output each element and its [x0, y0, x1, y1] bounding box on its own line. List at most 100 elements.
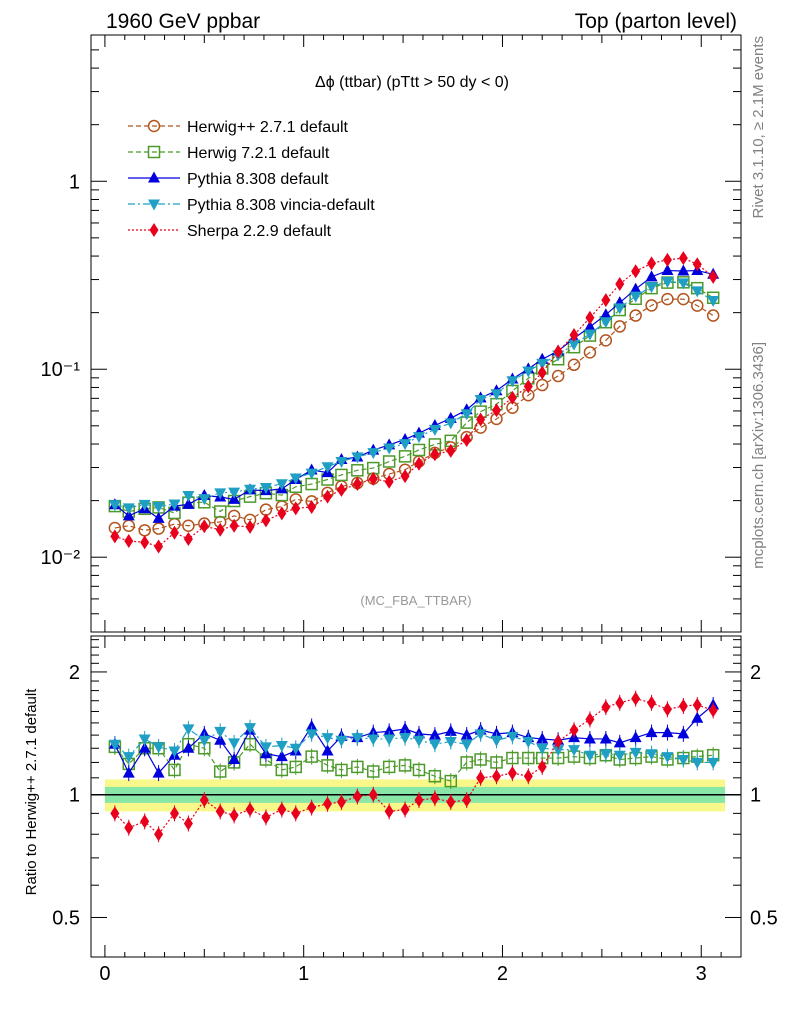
data-point: [506, 751, 519, 765]
data-point: [661, 752, 674, 764]
data-point: [108, 500, 121, 512]
data-point: [601, 700, 611, 715]
data-point: [677, 278, 690, 290]
data-point: [182, 741, 195, 753]
data-point: [398, 450, 412, 463]
data-point: [523, 379, 533, 394]
data-point: [492, 769, 502, 784]
data-point: [583, 750, 596, 762]
data-point: [536, 732, 549, 744]
data-point: [138, 734, 151, 746]
data-point: [568, 745, 581, 757]
data-point: [199, 519, 209, 534]
data-point: [152, 502, 165, 514]
data-point: [708, 703, 718, 718]
data-point: [198, 494, 211, 506]
data-point: [553, 734, 563, 749]
data-point: [335, 735, 348, 747]
data-point: [613, 320, 626, 333]
data-point: [645, 270, 658, 282]
data-point: [599, 732, 612, 744]
series-line: [114, 281, 714, 514]
data-point: [352, 477, 362, 492]
data-point: [289, 760, 302, 774]
data-point: [476, 770, 486, 785]
data-point: [661, 276, 674, 288]
data-point: [444, 774, 458, 788]
data-point: [291, 806, 301, 821]
data-point: [662, 702, 672, 717]
y-tick-label: 1: [69, 171, 80, 193]
data-point: [399, 722, 412, 734]
data-point: [506, 731, 519, 743]
data-point: [583, 346, 597, 359]
data-point: [645, 299, 658, 312]
data-point: [229, 808, 239, 823]
data-point: [585, 310, 595, 325]
data-point: [599, 308, 612, 320]
data-point: [444, 724, 457, 736]
data-point: [601, 293, 611, 308]
legend-label: Herwig 7.2.1 default: [187, 145, 330, 162]
data-point: [351, 760, 364, 774]
data-point: [305, 468, 318, 480]
data-point: [400, 802, 410, 817]
ratio-y-tick-label: 1: [69, 785, 80, 807]
data-point: [138, 499, 151, 511]
data-point: [677, 264, 690, 276]
data-point: [154, 539, 164, 554]
watermark-label: (MC_FBA_TTBAR): [360, 593, 471, 608]
data-point: [523, 769, 533, 784]
mcplots-source-label: mcplots.cern.ch [arXiv:1306.3436]: [750, 342, 767, 569]
data-point: [677, 754, 690, 766]
data-point: [152, 766, 165, 778]
data-point: [567, 358, 581, 372]
data-point: [691, 711, 704, 723]
data-point: [599, 749, 612, 761]
data-point: [629, 747, 642, 759]
data-point: [412, 443, 426, 457]
main-series-sherpa: [110, 251, 718, 554]
data-point: [228, 487, 241, 499]
data-point: [335, 763, 348, 777]
ratio-y-axis-label: Ratio to Herwig++ 2.7.1 default: [23, 688, 40, 896]
data-point: [460, 756, 473, 769]
data-point: [336, 794, 346, 809]
data-point: [599, 317, 612, 329]
data-point: [692, 697, 702, 712]
data-point: [661, 726, 674, 738]
ratio-y-tick-label-right: 1: [750, 785, 761, 807]
data-point: [275, 479, 288, 491]
data-point: [291, 501, 301, 516]
data-point: [382, 455, 396, 468]
data-point: [647, 256, 657, 271]
data-point: [552, 745, 565, 757]
data-point: [537, 365, 547, 380]
data-point: [323, 796, 333, 811]
ratio-y-tick-label-right: 2: [750, 662, 761, 684]
ratio-series-sherpa: [110, 690, 718, 843]
data-point: [110, 529, 120, 544]
main-series-vincia: [108, 276, 720, 515]
data-point: [244, 723, 257, 735]
data-point: [305, 750, 318, 763]
data-point: [168, 746, 181, 758]
y-tick-label: 10⁻¹: [41, 359, 81, 381]
data-point: [275, 750, 288, 762]
data-point: [154, 827, 164, 842]
data-point: [414, 793, 424, 808]
data-point: [568, 339, 581, 351]
data-point: [148, 171, 160, 183]
data-point: [677, 727, 690, 739]
data-point: [147, 145, 161, 159]
legend-label: Herwig++ 2.7.1 default: [187, 119, 349, 136]
ratio-y-tick-label-right: 0.5: [750, 907, 778, 929]
data-point: [213, 505, 227, 518]
data-point: [168, 763, 181, 777]
data-point: [351, 452, 364, 464]
data-point: [414, 456, 424, 471]
data-point: [182, 724, 195, 736]
data-point: [383, 443, 396, 455]
x-tick-label: 1: [298, 963, 309, 985]
data-point: [490, 389, 503, 401]
